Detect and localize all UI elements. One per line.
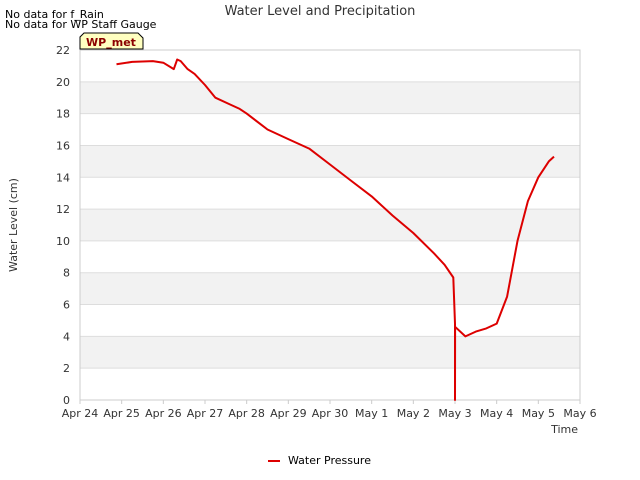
site-badge-label: WP_met [86, 36, 136, 49]
x-tick-label: Apr 30 [312, 407, 349, 420]
site-badge: WP_met [79, 32, 144, 50]
y-tick-label: 0 [63, 394, 70, 407]
legend: Water Pressure [268, 454, 371, 467]
x-tick-label: May 2 [397, 407, 430, 420]
x-tick-label: Apr 27 [187, 407, 224, 420]
plot-band [80, 50, 580, 82]
y-tick-label: 8 [63, 267, 70, 280]
y-tick-label: 22 [56, 44, 70, 57]
y-tick-label: 12 [56, 203, 70, 216]
plot-band [80, 240, 580, 273]
x-tick-label: May 6 [563, 407, 596, 420]
x-tick-label: Apr 24 [62, 407, 99, 420]
y-tick-label: 16 [56, 139, 70, 152]
y-tick-label: 4 [63, 330, 70, 343]
x-tick-label: Apr 25 [103, 407, 140, 420]
y-tick-label: 6 [63, 299, 70, 312]
x-tick-label: May 1 [355, 407, 388, 420]
y-axis-ticks: 0 2 4 6 8 10 12 14 16 18 20 22 [56, 44, 70, 407]
y-tick-label: 2 [63, 362, 70, 375]
plot-band [80, 81, 580, 114]
no-data-note-staff-gauge: No data for WP Staff Gauge [5, 18, 157, 31]
legend-label-water-pressure: Water Pressure [288, 454, 371, 467]
x-tick-label: May 3 [438, 407, 471, 420]
x-tick-label: Apr 29 [270, 407, 307, 420]
no-data-note-rain: No data for f_Rain [5, 8, 104, 21]
plot-band [80, 272, 580, 305]
plot-band [80, 177, 580, 210]
x-axis-label: Time [550, 423, 578, 436]
site-badge-box [79, 32, 144, 50]
plot-band [80, 113, 580, 146]
plot-band [80, 145, 580, 178]
series-line-water-pressure [116, 58, 555, 401]
y-tick-label: 18 [56, 108, 70, 121]
x-tick-label: Apr 26 [145, 407, 182, 420]
y-tick-label: 10 [56, 235, 70, 248]
x-tick-label: Apr 28 [228, 407, 265, 420]
y-tick-label: 14 [56, 171, 70, 184]
plot-band [80, 336, 580, 369]
x-tick-label: May 4 [480, 407, 513, 420]
x-axis-ticks: Apr 24 Apr 25 Apr 26 Apr 27 Apr 28 Apr 29 Apr … [62, 400, 597, 420]
plot-background-bands [80, 50, 580, 400]
plot-band [80, 304, 580, 337]
plot-band [80, 209, 580, 241]
y-axis-label: Water Level (cm) [7, 178, 20, 272]
y-tick-label: 20 [56, 76, 70, 89]
plot-band [80, 368, 580, 400]
series-layer [116, 58, 555, 401]
x-tick-label: May 5 [522, 407, 555, 420]
chart-title: Water Level and Precipitation [225, 4, 416, 19]
